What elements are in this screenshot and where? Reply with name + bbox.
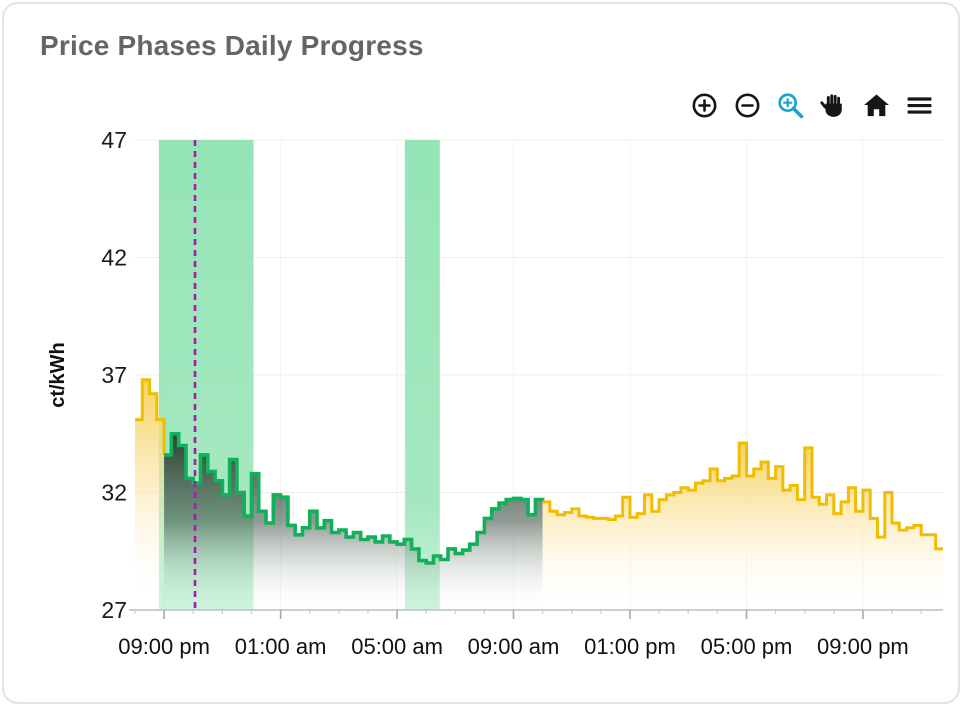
x-tick-label: 05:00 pm [701, 634, 793, 659]
phase-fill-standard-price-evening [135, 379, 165, 610]
zoom-out-button[interactable] [732, 90, 762, 120]
price-chart: 09:00 pm 01:00 am 05:00 am 09:00 am 01:00 pm… [47, 127, 943, 659]
plot-area[interactable] [135, 140, 943, 610]
page-title: Price Phases Daily Progress [40, 30, 424, 61]
y-tick-label: 27 [101, 597, 127, 623]
x-tick-label: 01:00 pm [584, 634, 676, 659]
menu-button[interactable] [904, 90, 934, 120]
magnifier-plus-icon [777, 92, 803, 118]
green-band [404, 140, 440, 610]
chart-toolbar [689, 90, 934, 120]
y-tick-label: 32 [101, 480, 127, 506]
x-tick-label: 09:00 pm [817, 634, 909, 659]
phase-line-standard-price-evening [135, 378, 166, 455]
hand-icon [819, 93, 842, 117]
hamburger-menu-icon [907, 96, 931, 114]
box-zoom-button[interactable] [775, 90, 805, 120]
pan-button[interactable] [818, 90, 848, 120]
zoom-in-icon [692, 93, 716, 117]
zoom-in-button[interactable] [689, 90, 719, 120]
y-tick-label: 37 [101, 362, 127, 388]
y-axis-title: ct/kWh [47, 342, 69, 408]
y-tick-label: 47 [101, 127, 127, 153]
axis-labels: 09:00 pm 01:00 am 05:00 am 09:00 am 01:00 pm… [47, 127, 909, 659]
price-series [135, 378, 943, 610]
x-tick-label: 05:00 am [351, 634, 443, 659]
phase-line-standard-price-day [542, 441, 943, 551]
reset-button[interactable] [861, 90, 891, 120]
x-tick-label: 09:00 pm [118, 634, 210, 659]
x-tick-label: 09:00 am [468, 634, 560, 659]
home-icon [863, 94, 889, 116]
y-tick-label: 42 [101, 245, 127, 271]
phase-fill-green-phase-night [164, 433, 543, 610]
zoom-out-icon [735, 93, 759, 117]
phase-fill-standard-price-day [542, 443, 943, 610]
phase-line-green-phase-night [164, 432, 545, 565]
x-axis [129, 609, 943, 619]
x-tick-label: 01:00 am [235, 634, 327, 659]
